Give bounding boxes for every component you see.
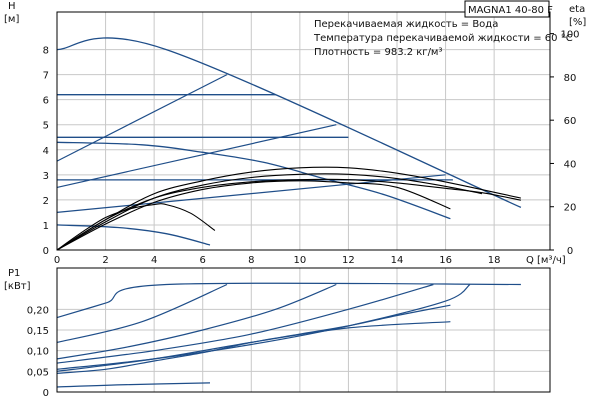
chart-labels: 0 2 4 6 8 10 12 14 16 1801234567802040608010000,0…: [27, 30, 580, 399]
flow-tick-label: 4: [151, 255, 157, 266]
power-panel-frame: [56, 267, 551, 393]
efficiency-tick-label: 20: [564, 203, 577, 214]
head-tick-label: 5: [43, 121, 49, 132]
flow-tick-label: 10: [293, 255, 306, 266]
head-tick-label: 2: [43, 196, 49, 207]
power-curve: [56, 282, 521, 319]
power-curve: [56, 283, 434, 364]
flow-tick-label: 16: [439, 255, 452, 266]
head-tick-label: 8: [43, 46, 49, 57]
head-tick-label: 3: [43, 171, 49, 182]
efficiency-tick-label: 80: [564, 73, 577, 84]
system-curve: [56, 124, 337, 188]
legend-line-1: Перекачиваемая жидкость = Вода: [314, 19, 498, 30]
head-tick-label: 7: [43, 71, 49, 82]
pump-curve: [56, 224, 211, 246]
efficiency-tick-label: 60: [564, 116, 577, 127]
head-axis-label: H: [8, 1, 16, 12]
head-axis-unit: [м]: [4, 14, 19, 25]
flow-tick-label: 6: [200, 255, 206, 266]
head-tick-label: 6: [43, 96, 49, 107]
flow-tick-label: 2: [102, 255, 108, 266]
flow-axis-label: Q: [526, 255, 534, 266]
pump-curve: [56, 37, 522, 208]
power-curve: [56, 283, 228, 343]
power-tick-label: 0,10: [27, 347, 49, 358]
efficiency-axis-unit: [%]: [569, 17, 586, 28]
head-tick-label: 1: [43, 221, 49, 232]
power-tick-label: 0,05: [27, 367, 49, 378]
efficiency-curve: [56, 178, 521, 251]
power-axis-label: P1: [8, 268, 20, 279]
legend-line-3: Плотность = 983.2 кг/м³: [314, 47, 443, 58]
power-tick-label: 0: [43, 388, 49, 399]
flow-tick-label: 12: [342, 255, 355, 266]
pump-curve: [56, 141, 451, 220]
legend-line-2: Температура перекачиваемой жидкости = 60…: [313, 33, 573, 44]
efficiency-tick-label: 100: [560, 30, 579, 41]
head-panel-frame: [56, 11, 551, 251]
efficiency-curve: [56, 180, 451, 251]
power-tick-label: 0,20: [27, 305, 49, 316]
power-panel-grid: [56, 268, 550, 393]
model-label-box: [464, 0, 550, 18]
efficiency-curve: [56, 166, 522, 251]
efficiency-curve: [56, 173, 483, 251]
efficiency-tick-label: 40: [564, 159, 577, 170]
power-curve: [56, 321, 451, 372]
flow-tick-label: 8: [248, 255, 254, 266]
power-curve: [56, 284, 471, 370]
power-tick-label: 0,15: [27, 326, 49, 337]
power-curve: [56, 283, 337, 360]
head-tick-label: 0: [43, 246, 49, 257]
flow-tick-label: 18: [488, 255, 501, 266]
efficiency-tick-label: 0: [567, 246, 573, 257]
flow-tick-label: 0: [54, 255, 60, 266]
chart-axes: [550, 33, 554, 251]
model-label: MAGNA1 40-80 F: [468, 5, 553, 16]
head-panel-grid: [56, 12, 550, 251]
efficiency-curve: [56, 203, 216, 251]
power-curve: [56, 382, 211, 388]
power-axis-unit: [кВт]: [4, 281, 31, 292]
flow-axis-unit: [м³/ч]: [537, 255, 566, 266]
flow-tick-label: 14: [391, 255, 404, 266]
efficiency-axis-label: eta: [569, 4, 585, 15]
power-panel-curves: [56, 282, 521, 388]
head-panel-curves: [56, 37, 522, 251]
head-tick-label: 4: [43, 146, 49, 157]
system-curve: [56, 74, 228, 162]
